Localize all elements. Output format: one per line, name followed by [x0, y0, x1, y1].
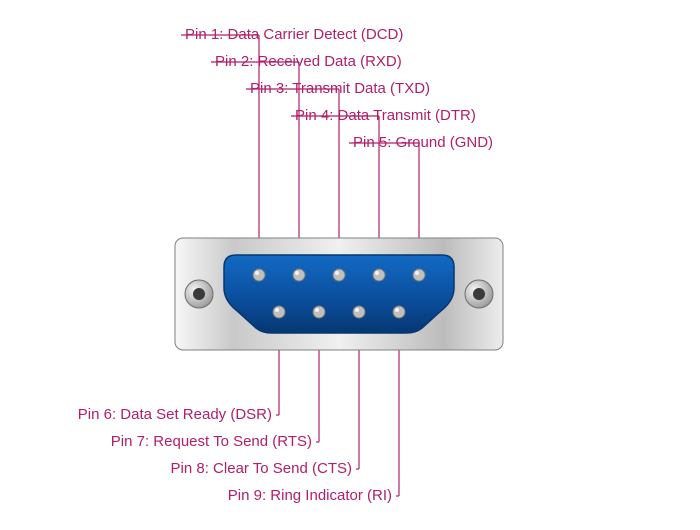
pin [353, 306, 365, 318]
pin-label-top-3: Pin 4: Data Transmit (DTR) [295, 107, 476, 124]
pin [313, 306, 325, 318]
db9-connector [175, 238, 503, 350]
screw-left [185, 280, 213, 308]
pin-label-top-0: Pin 1: Data Carrier Detect (DCD) [185, 26, 403, 43]
pin-label-bottom-2: Pin 8: Clear To Send (CTS) [171, 460, 352, 477]
pin-label-top-1: Pin 2: Received Data (RXD) [215, 53, 402, 70]
pin-label-bottom-0: Pin 6: Data Set Ready (DSR) [78, 406, 272, 423]
pin-label-bottom-1: Pin 7: Request To Send (RTS) [111, 433, 312, 450]
pin-label-top-2: Pin 3: Transmit Data (TXD) [250, 80, 430, 97]
pin [393, 306, 405, 318]
pin [333, 269, 345, 281]
pin [253, 269, 265, 281]
pin [413, 269, 425, 281]
pin-label-bottom-3: Pin 9: Ring Indicator (RI) [228, 487, 392, 504]
pin [373, 269, 385, 281]
pin [273, 306, 285, 318]
pin-label-top-4: Pin 5: Ground (GND) [353, 134, 493, 151]
screw-right [465, 280, 493, 308]
pin [293, 269, 305, 281]
